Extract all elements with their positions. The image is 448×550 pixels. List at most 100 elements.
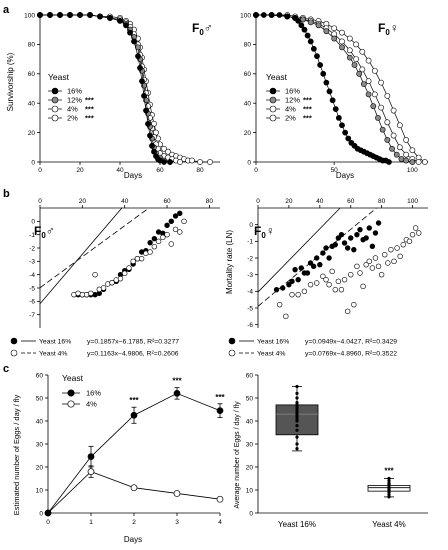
data-point [345,135,352,142]
data-point [172,226,179,233]
y-axis-label: Estimated number of Eggs / day / fly [12,395,21,516]
series-line [256,14,426,163]
data-point [260,12,267,18]
data-point [341,240,348,246]
data-point [173,490,181,497]
series-line [256,14,390,163]
data-point [384,137,391,143]
regression-line [39,207,150,289]
data-point [276,301,283,308]
x-tick-label: 80 [378,198,386,205]
y-tick-label: 100 [24,12,35,19]
data-point [109,279,115,286]
x-tick-label: 20 [285,198,293,205]
data-point [168,218,174,225]
data-point [346,54,353,61]
y-tick-label: 0 [249,510,253,517]
data-point [356,70,363,77]
data-point [149,142,155,149]
data-point [87,12,93,18]
data-point [365,78,372,85]
y-tick-label: 40 [246,418,254,425]
y-axis-label: Average number of Eggs / day / fly [234,401,241,509]
data-point [177,159,183,165]
legend-title: Yeast [266,72,288,82]
data-point [372,230,379,236]
data-point [320,273,326,280]
data-point [357,226,363,233]
data-point [403,137,410,143]
data-point [284,13,291,20]
data-point [317,62,324,68]
data-point [295,417,299,421]
y-tick-label: -3 [247,272,253,279]
data-point [332,241,338,248]
data-point [329,97,336,104]
legend-marker [51,96,59,104]
x-tick-label: 3 [175,519,179,526]
y-tick-label: -1 [29,232,35,239]
regression-equation: y=0.1163x−4.9806, R²=0.2606 [87,351,179,358]
data-point [173,390,181,397]
data-point [403,151,410,158]
data-point [366,225,372,231]
data-point [396,144,403,151]
data-point [295,435,299,439]
panel-label-b: b [3,188,10,200]
x-tick-label: 0 [46,519,50,526]
chart-title-female: F0♀ [378,21,399,37]
significance-label: *** [129,396,139,405]
data-point [416,230,422,236]
data-point [295,410,299,414]
legend-marker [269,96,277,104]
data-point [360,81,367,87]
y-tick-label: -1 [247,239,253,246]
data-point [341,276,348,283]
data-point [295,401,299,405]
data-point [339,29,345,36]
data-point [387,486,391,490]
y-tick-label: 30 [36,441,44,448]
y-tick-label: -4 [29,272,35,279]
data-point [87,453,95,460]
y-tick-label: -3 [29,259,35,266]
eggs-box-plot: Average number of Eggs / day / fly 0 10 20… [234,372,428,529]
x-tick-label: 0 [38,198,42,205]
data-point [139,78,145,85]
significance-label: *** [172,377,182,386]
data-point [351,301,357,308]
data-point [323,276,329,283]
data-point [353,41,359,48]
data-point [307,281,314,288]
data-point [127,29,133,36]
significance-label: *** [303,105,312,114]
legend-label: Yeast 4% [39,351,67,358]
legend-label: 2% [285,114,296,123]
legend-label: Yeast 4% [257,351,285,358]
data-point [307,38,314,45]
y-tick-label: 100 [240,12,251,19]
data-point [390,107,397,114]
data-point [161,159,167,165]
data-point [386,159,392,165]
data-point [295,291,301,298]
data-point [397,253,403,260]
legend-marker [51,105,59,113]
legend-label: 12% [285,96,300,105]
data-point [177,229,183,235]
survival-chart-male: F0♂ Survivorship (%) Days 0 20 40 60 80 0 20 40… [6,12,220,180]
y-tick-label: 0 [249,222,253,229]
data-point [378,271,385,278]
data-point [177,210,183,217]
data-point [87,468,95,475]
data-point [393,151,400,158]
data-point [107,15,113,21]
data-point [307,19,314,26]
y-tick-label: 60 [36,372,44,379]
data-point [273,286,280,293]
x-tick-label: 80 [206,198,214,205]
data-point [47,12,53,18]
legend-marker [10,349,18,357]
legend-title: Yeast [48,72,70,82]
data-point [326,255,332,261]
